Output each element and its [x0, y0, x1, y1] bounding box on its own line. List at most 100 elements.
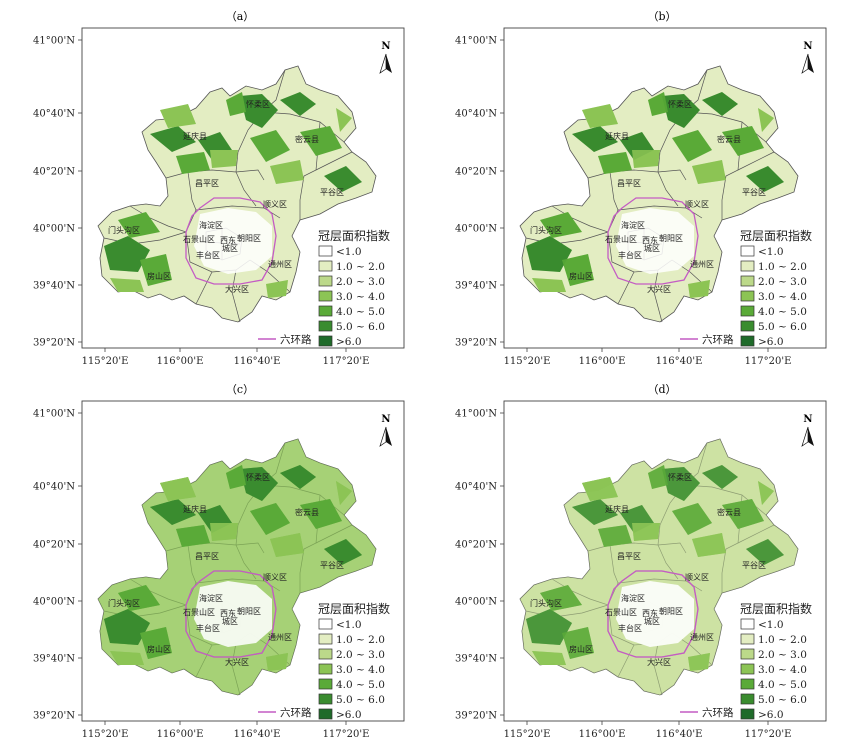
legend-swatch: [740, 320, 755, 332]
district-label-shijingshan: 石景山区: [605, 607, 637, 617]
vegetation-overlay: [98, 439, 376, 695]
panel-c: （c） 41°00'N 40°40'N 40°20'N 40°00'N 39°40'N 39…: [33, 383, 405, 740]
legend-label: <1.0: [758, 619, 784, 631]
legend-swatch: [318, 275, 333, 287]
lat-label: 39°20'N: [33, 338, 75, 349]
north-arrow-light: [801, 53, 809, 74]
district-label-mentougou: 门头沟区: [108, 598, 140, 608]
legend-label: <1.0: [758, 246, 784, 258]
district-label-xicheng: 西: [220, 236, 228, 245]
district-label-changping: 昌平区: [617, 552, 641, 561]
lat-label: 40°40'N: [33, 482, 75, 493]
vegetation-patch: [672, 130, 712, 162]
vegetation-patch: [582, 477, 618, 501]
vegetation-patch: [582, 104, 618, 128]
district-label-xicheng: 西: [642, 236, 650, 245]
lat-label: 39°40'N: [33, 281, 75, 292]
sixth-ring-road: [607, 570, 699, 658]
vegetation-patch: [150, 499, 196, 525]
legend-swatch: [318, 678, 333, 690]
lat-label: 40°00'N: [33, 597, 75, 608]
district-label-changping: 昌平区: [195, 552, 219, 561]
vegetation-patch: [572, 126, 618, 152]
lat-label: 41°00'N: [455, 36, 497, 47]
lat-label: 40°20'N: [33, 540, 75, 551]
lon-label: 117°20'E: [745, 729, 792, 740]
vegetation-patch: [572, 499, 618, 525]
north-arrow-icon: N: [801, 414, 814, 447]
district-label-shijingshan: 石景山区: [605, 234, 637, 244]
lat-label: 40°20'N: [455, 540, 497, 551]
legend-swatch: [318, 708, 333, 720]
legend-title: 冠层面积指数: [740, 228, 812, 243]
vegetation-patch: [300, 499, 342, 529]
vegetation-patch: [540, 212, 582, 238]
vegetation-patch: [104, 609, 150, 645]
district-label-shunyi: 顺义区: [263, 573, 287, 582]
legend: 冠层面积指数 <1.0 1.0 ~ 2.0 2.0 ~ 3.0 3.0 ~ 4.0 4.0…: [258, 601, 390, 721]
lat-label: 41°00'N: [33, 36, 75, 47]
district-label-dongcheng: 东: [650, 608, 658, 618]
legend-label: 3.0 ~ 4.0: [758, 291, 807, 303]
district-label-haidian: 海淀区: [199, 220, 223, 230]
district-label-chaoyang: 朝阳区: [237, 607, 261, 616]
lon-label: 115°20'E: [504, 729, 551, 740]
district-label-pinggu: 平谷区: [742, 561, 766, 570]
vegetation-patch: [746, 166, 784, 192]
legend-swatch: [740, 260, 755, 272]
vegetation-patch: [746, 539, 784, 565]
lat-label: 40°20'N: [455, 167, 497, 178]
north-label: N: [803, 414, 812, 425]
district-label-shijingshan: 石景山区: [183, 607, 215, 617]
vegetation-patch: [160, 477, 196, 501]
north-arrow-icon: N: [801, 41, 814, 74]
district-label-mentougou: 门头沟区: [530, 598, 562, 608]
district-label-yanqing: 延庆县: [605, 504, 629, 514]
district-label-fangshan: 房山区: [147, 644, 171, 654]
vegetation-patch: [324, 539, 362, 565]
legend-swatch: [740, 618, 755, 630]
district-label-shunyi: 顺义区: [263, 200, 287, 209]
legend-title: 冠层面积指数: [318, 601, 390, 616]
lat-label: 41°00'N: [455, 409, 497, 420]
district-label-tongzhou: 通州区: [690, 632, 714, 642]
district-label-fengtai: 丰台区: [618, 250, 642, 260]
legend-label: 5.0 ~ 6.0: [336, 321, 385, 333]
vegetation-patch: [118, 585, 160, 611]
vegetation-patch: [722, 126, 764, 156]
vegetation-patch: [240, 467, 278, 501]
legend-label: 4.0 ~ 5.0: [336, 306, 385, 318]
vegetation-patch: [270, 533, 304, 557]
legend-swatch: [318, 663, 333, 675]
vegetation-patch: [758, 108, 774, 132]
vegetation-patch: [758, 481, 774, 505]
legend-swatch: [740, 335, 755, 347]
legend-label: 2.0 ~ 3.0: [336, 276, 385, 288]
vegetation-patch: [632, 150, 660, 168]
district-label-dongcheng: 东: [650, 235, 658, 245]
legend-label: <1.0: [336, 619, 362, 631]
legend-swatch: [740, 708, 755, 720]
legend-label: >6.0: [758, 336, 784, 348]
lon-label: 116°00'E: [579, 356, 626, 367]
lon-label: 116°00'E: [157, 729, 204, 740]
district-label-haidian: 海淀区: [199, 593, 223, 603]
vegetation-patch: [336, 481, 352, 505]
district-label-shunyi: 顺义区: [685, 200, 709, 209]
route-legend-label: 六环路: [280, 333, 312, 346]
legend-label: 1.0 ~ 2.0: [336, 634, 385, 646]
legend-label: 2.0 ~ 3.0: [336, 649, 385, 661]
north-arrow-dark: [808, 427, 814, 446]
district-label-tongzhou: 通州区: [690, 259, 714, 269]
district-label-fengtai: 丰台区: [618, 623, 642, 633]
legend-label: 2.0 ~ 3.0: [758, 276, 807, 288]
district-label-haidian: 海淀区: [621, 220, 645, 230]
district-label-chengqu: 城区: [644, 617, 660, 626]
legend-swatch: [318, 618, 333, 630]
north-arrow-light: [379, 53, 387, 74]
lon-label: 115°20'E: [504, 356, 551, 367]
lon-label: 115°20'E: [82, 729, 129, 740]
north-arrow-icon: N: [379, 41, 392, 74]
panel-title: （d）: [647, 383, 676, 396]
legend-label: 2.0 ~ 3.0: [758, 649, 807, 661]
